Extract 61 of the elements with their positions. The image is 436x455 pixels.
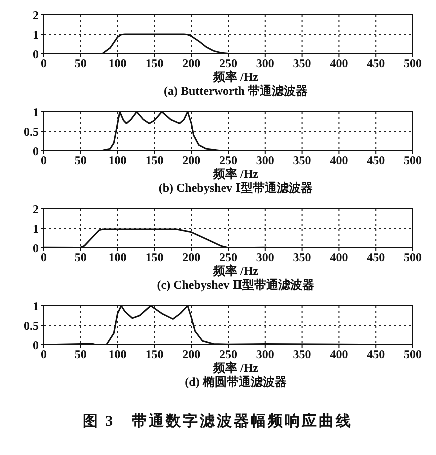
x-tick-label: 300 <box>256 250 274 265</box>
x-tick-label: 250 <box>220 250 238 265</box>
x-axis-title: 频率 /Hz <box>212 361 260 375</box>
x-tick-label: 400 <box>330 250 348 265</box>
x-tick-label: 450 <box>367 250 386 265</box>
y-tick-label: 0 <box>33 338 39 352</box>
x-tick-label: 500 <box>404 56 422 71</box>
x-tick-label: 50 <box>74 348 87 362</box>
x-tick-label: 300 <box>256 154 274 168</box>
x-tick-label: 500 <box>404 154 422 168</box>
x-axis-title: 频率 /Hz <box>212 70 260 84</box>
text: (b) Chebyshev Ⅰ型带通滤波器 <box>158 181 314 196</box>
caption: 图 3 带通数字滤波器幅频响应曲线 <box>82 412 354 431</box>
y-tick-label: 0 <box>33 241 39 256</box>
x-tick-label: 250 <box>220 154 238 168</box>
x-tick-label: 50 <box>74 250 87 265</box>
x-tick-label: 300 <box>256 348 274 362</box>
text: (a) Butterworth 带通滤波器 <box>163 84 309 99</box>
x-tick-label: 150 <box>146 250 164 265</box>
x-tick-label: 250 <box>220 348 238 362</box>
x-tick-label: 500 <box>404 250 422 265</box>
x-tick-label: 450 <box>367 154 386 168</box>
x-tick-label: 450 <box>367 56 386 71</box>
x-tick-label: 300 <box>256 56 274 71</box>
x-tick-label: 150 <box>146 154 164 168</box>
y-tick-label: 1 <box>33 105 39 120</box>
x-tick-label: 400 <box>330 348 348 362</box>
x-tick-label: 200 <box>182 250 201 265</box>
x-tick-label: 150 <box>146 56 164 71</box>
y-tick-label: 2 <box>33 8 39 22</box>
x-tick-label: 400 <box>330 56 348 71</box>
x-tick-label: 50 <box>74 154 87 168</box>
y-tick-label: 1 <box>33 299 39 314</box>
x-tick-label: 100 <box>108 348 127 362</box>
x-axis-title: 频率 /Hz <box>212 264 260 278</box>
y-tick-label: 0.5 <box>24 318 39 333</box>
y-tick-label: 2 <box>33 202 39 216</box>
y-tick-label: 1 <box>33 222 39 236</box>
x-tick-label: 500 <box>404 348 422 362</box>
x-tick-label: 350 <box>293 250 312 265</box>
x-tick-label: 100 <box>108 56 127 71</box>
x-tick-label: 400 <box>330 154 348 168</box>
x-tick-label: 100 <box>108 250 127 265</box>
y-tick-label: 0.5 <box>24 124 39 139</box>
x-tick-label: 100 <box>108 154 127 168</box>
y-tick-label: 1 <box>33 28 39 42</box>
text: (d) 椭圆带通滤波器 <box>184 375 288 390</box>
y-tick-label: 0 <box>33 47 39 62</box>
x-axis-title: 频率 /Hz <box>212 167 260 181</box>
text: (c) Chebyshev Ⅱ型带通滤波器 <box>156 278 316 293</box>
x-tick-label: 200 <box>182 154 201 168</box>
x-tick-label: 450 <box>367 348 386 362</box>
x-tick-label: 250 <box>220 56 238 71</box>
y-tick-label: 0 <box>33 144 39 158</box>
x-tick-label: 350 <box>293 56 312 71</box>
x-tick-label: 50 <box>74 56 87 71</box>
x-tick-label: 150 <box>146 348 164 362</box>
x-tick-label: 350 <box>293 348 312 362</box>
x-tick-label: 200 <box>182 348 201 362</box>
x-tick-label: 200 <box>182 56 201 71</box>
x-tick-label: 350 <box>293 154 312 168</box>
